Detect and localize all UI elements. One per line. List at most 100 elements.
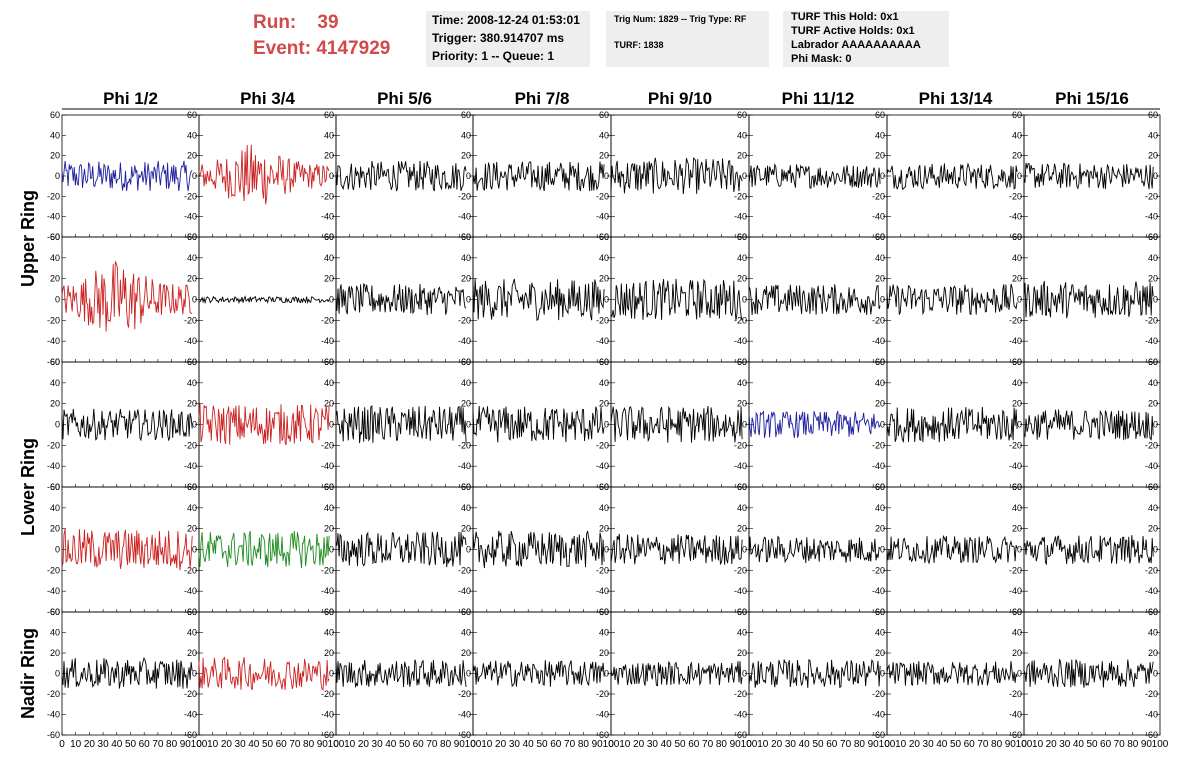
y-tick-label-right: -60 <box>321 730 334 740</box>
trig-text: Trig Num: 1829 -- Trig Type: RF <box>614 14 747 24</box>
y-tick-label-right: 60 <box>599 607 609 617</box>
x-tick-label: 20 <box>84 739 96 750</box>
x-tick-label: 30 <box>647 739 659 750</box>
priority-text: Priority: 1 -- Queue: 1 <box>432 49 555 63</box>
waveform-trace <box>61 528 193 571</box>
x-tick-label: 100 <box>328 739 345 750</box>
y-tick-label-left: 60 <box>50 482 60 492</box>
ring-label: Nadir Ring <box>18 628 38 719</box>
y-tick-label-right: 60 <box>737 232 747 242</box>
column-header: Phi 1/2 <box>103 89 158 108</box>
x-tick-label: 80 <box>716 739 728 750</box>
y-tick-label-right: 60 <box>187 357 197 367</box>
y-tick-label-right: 20 <box>1012 274 1022 284</box>
y-tick-label-right: -20 <box>734 689 747 699</box>
x-tick-label: 100 <box>1152 739 1169 750</box>
y-tick-label-right: -40 <box>1145 586 1158 596</box>
y-tick-label-right: 40 <box>324 503 334 513</box>
waveform-trace <box>886 283 1018 316</box>
y-tick-label-right: -20 <box>596 440 609 450</box>
y-tick-label-right: 40 <box>875 253 885 263</box>
y-tick-label-right: 0 <box>880 171 885 181</box>
x-tick-label: 10 <box>757 739 769 750</box>
x-tick-label: 60 <box>139 739 151 750</box>
y-tick-label-right: -40 <box>321 212 334 222</box>
waveform-trace <box>610 405 743 443</box>
y-tick-label-right: 60 <box>1148 482 1158 492</box>
x-tick-label: 60 <box>413 739 425 750</box>
panel-frame <box>198 611 337 736</box>
y-tick-label-right: 0 <box>466 669 471 679</box>
x-tick-label: 70 <box>426 739 438 750</box>
y-tick-label-right: 40 <box>737 378 747 388</box>
y-tick-label-right: 40 <box>324 130 334 140</box>
y-tick-label-right: -40 <box>321 586 334 596</box>
turf-this-hold-text: TURF This Hold: 0x1 <box>791 11 899 23</box>
y-tick-label-right: 20 <box>461 524 471 534</box>
y-tick-label-left: 40 <box>50 503 60 513</box>
y-tick-label-right: 40 <box>1148 253 1158 263</box>
x-tick-label: 40 <box>523 739 535 750</box>
y-tick-label-right: -40 <box>321 461 334 471</box>
y-tick-label-right: -20 <box>1145 565 1158 575</box>
y-tick-label-right: 60 <box>461 232 471 242</box>
y-tick-label-right: -20 <box>872 689 885 699</box>
y-tick-label-right: -20 <box>872 315 885 325</box>
x-tick-label: 40 <box>385 739 397 750</box>
x-tick-label: 40 <box>936 739 948 750</box>
y-tick-label-right: 0 <box>880 545 885 555</box>
waveform-trace <box>610 278 743 321</box>
y-tick-label-right: -20 <box>596 315 609 325</box>
x-tick-label: 90 <box>180 739 192 750</box>
x-tick-label: 10 <box>207 739 219 750</box>
y-tick-label-right: 0 <box>604 420 609 430</box>
y-tick-label-right: 40 <box>875 130 885 140</box>
x-tick-label: 70 <box>702 739 714 750</box>
x-tick-label: 20 <box>909 739 921 750</box>
y-tick-label-left: 0 <box>55 171 60 181</box>
y-tick-label-right: -20 <box>184 315 197 325</box>
y-tick-label-right: 20 <box>461 274 471 284</box>
y-tick-label-right: -40 <box>872 461 885 471</box>
y-tick-label-right: 40 <box>461 378 471 388</box>
y-tick-label-right: -40 <box>458 586 471 596</box>
y-tick-label-right: 60 <box>324 357 334 367</box>
x-tick-label: 20 <box>633 739 645 750</box>
y-tick-label-right: -40 <box>596 586 609 596</box>
y-tick-label-right: 20 <box>599 399 609 409</box>
x-tick-label: 100 <box>465 739 482 750</box>
y-tick-label-right: -20 <box>872 191 885 201</box>
x-tick-label: 30 <box>372 739 384 750</box>
y-tick-label-right: 40 <box>875 503 885 513</box>
y-tick-label-right: -20 <box>1009 191 1022 201</box>
y-tick-label-right: -20 <box>734 565 747 575</box>
y-tick-label-left: -40 <box>47 461 60 471</box>
y-tick-label-right: 60 <box>875 357 885 367</box>
waveform-trace <box>198 144 330 205</box>
y-tick-label-left: -20 <box>47 440 60 450</box>
x-tick-label: 20 <box>1046 739 1058 750</box>
x-tick-label: 80 <box>854 739 866 750</box>
x-tick-label: 50 <box>1086 739 1098 750</box>
y-tick-label-right: 20 <box>1148 524 1158 534</box>
y-tick-label-right: -40 <box>321 710 334 720</box>
column-header: Phi 7/8 <box>515 89 570 108</box>
x-tick-label: 20 <box>495 739 507 750</box>
x-tick-label: 90 <box>592 739 604 750</box>
y-tick-label-right: 60 <box>875 482 885 492</box>
y-tick-label-right: -20 <box>734 315 747 325</box>
y-tick-label-right: 40 <box>1148 130 1158 140</box>
y-tick-label-right: -20 <box>458 440 471 450</box>
ring-label: Upper Ring <box>18 190 38 287</box>
panel-frame <box>61 114 200 238</box>
column-header: Phi 3/4 <box>240 89 295 108</box>
y-tick-label-right: 40 <box>1148 628 1158 638</box>
y-tick-label-right: -40 <box>734 710 747 720</box>
y-tick-label-left: 20 <box>50 399 60 409</box>
y-tick-label-left: 60 <box>50 607 60 617</box>
x-tick-label: 60 <box>1100 739 1112 750</box>
y-tick-label-right: 60 <box>599 110 609 120</box>
y-tick-label-right: 20 <box>737 524 747 534</box>
x-tick-label: 70 <box>1114 739 1126 750</box>
x-tick-label: 10 <box>619 739 631 750</box>
